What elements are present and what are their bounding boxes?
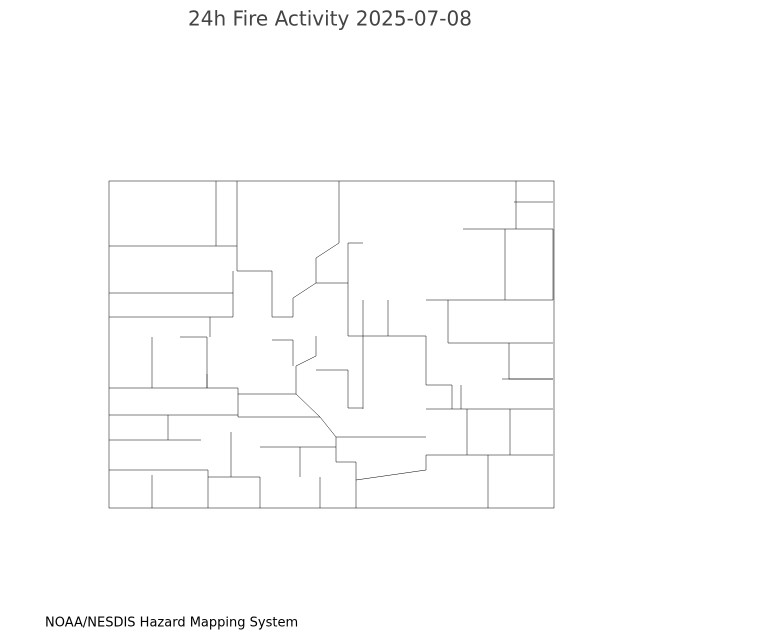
chart-title: 24h Fire Activity 2025-07-08 [188, 7, 472, 31]
county-lines [108, 180, 555, 509]
source-note: NOAA/NESDIS Hazard Mapping System [45, 616, 298, 631]
